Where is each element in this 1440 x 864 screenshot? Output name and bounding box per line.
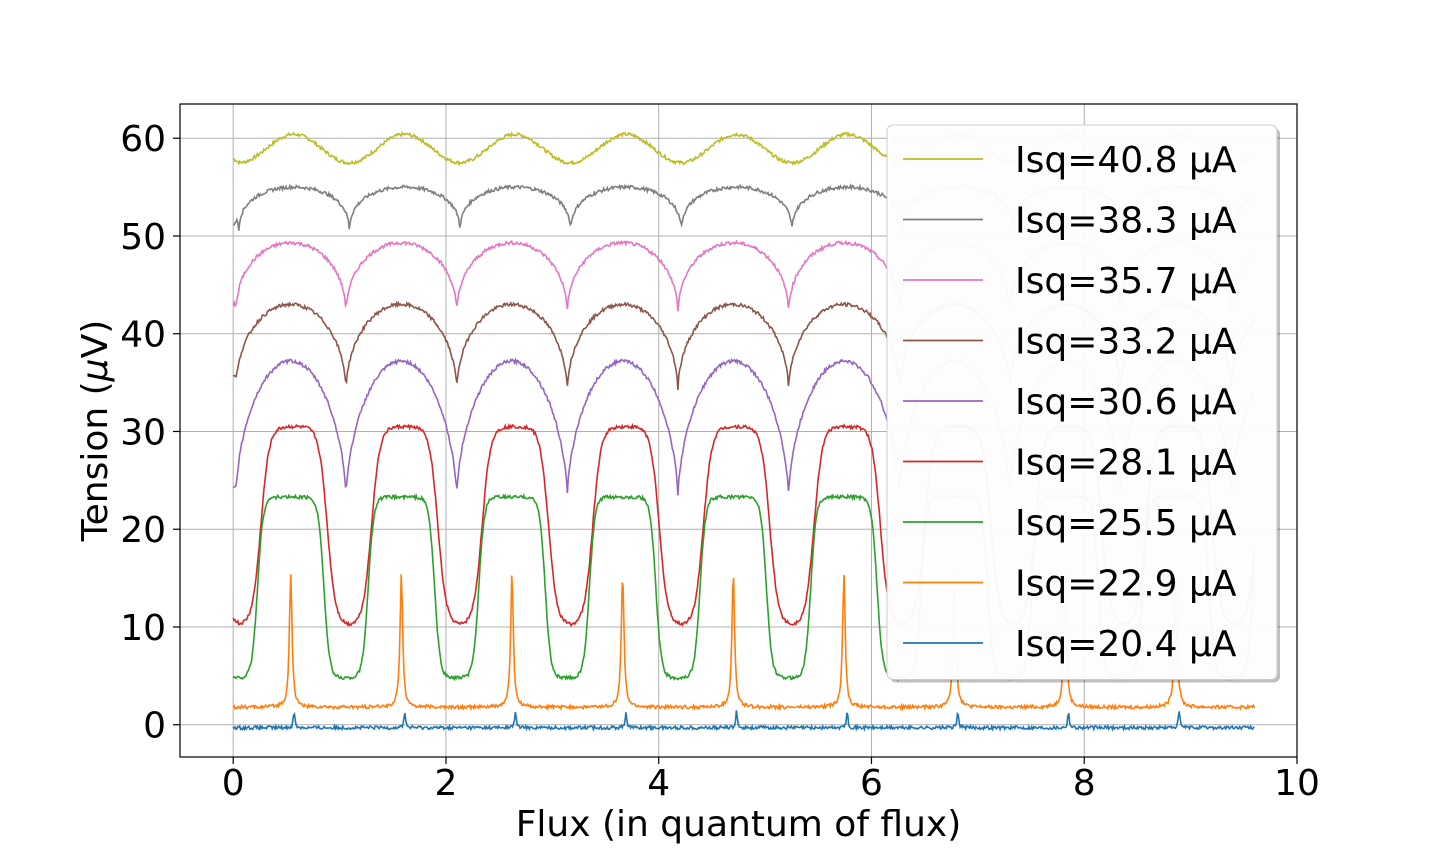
legend-label: Isq=22.9 μA [1015,564,1237,605]
x-tick-label: 0 [222,763,245,804]
legend-label: Isq=38.3 μA [1015,201,1237,242]
y-tick-label: 30 [120,412,166,453]
series-line [232,574,1256,712]
y-tick-label: 20 [120,510,166,551]
y-tick-label: 60 [120,119,166,160]
plot-frame [179,103,1298,758]
x-tick-label: 4 [647,763,670,804]
legend-box [886,124,1278,680]
legend-label: Isq=25.5 μA [1015,503,1237,544]
axis-ticks: 0 2 4 6 8 10 0 10 20 30 40 50 60 [120,119,1320,804]
y-axis-label: Tension (μV) [75,320,116,543]
x-tick-label: 6 [860,763,883,804]
x-tick-label: 8 [1073,763,1096,804]
y-axis-label-mu: μ [75,358,116,382]
series-line [232,710,1255,733]
legend-label: Isq=35.7 μA [1015,261,1237,302]
y-tick-label: 50 [120,217,166,258]
y-tick-label: 40 [120,315,166,356]
legend-label: Isq=30.6 μA [1015,382,1237,423]
y-axis-label-text: Tension ( [75,381,116,542]
x-axis-label: Flux (in quantum of flux) [516,804,962,845]
y-tick-label: 10 [120,608,166,649]
legend: Isq=40.8 μA Isq=38.3 μA Isq=35.7 μA Isq=33.… [886,124,1280,683]
x-tick-label: 2 [434,763,457,804]
y-tick-label: 0 [143,706,166,747]
y-axis-label-unit: V) [75,320,116,359]
legend-label: Isq=20.4 μA [1015,624,1237,665]
legend-label: Isq=40.8 μA [1015,140,1237,181]
legend-label: Isq=33.2 μA [1015,322,1237,363]
x-tick-label: 10 [1274,763,1320,804]
legend-label: Isq=28.1 μA [1015,443,1237,484]
